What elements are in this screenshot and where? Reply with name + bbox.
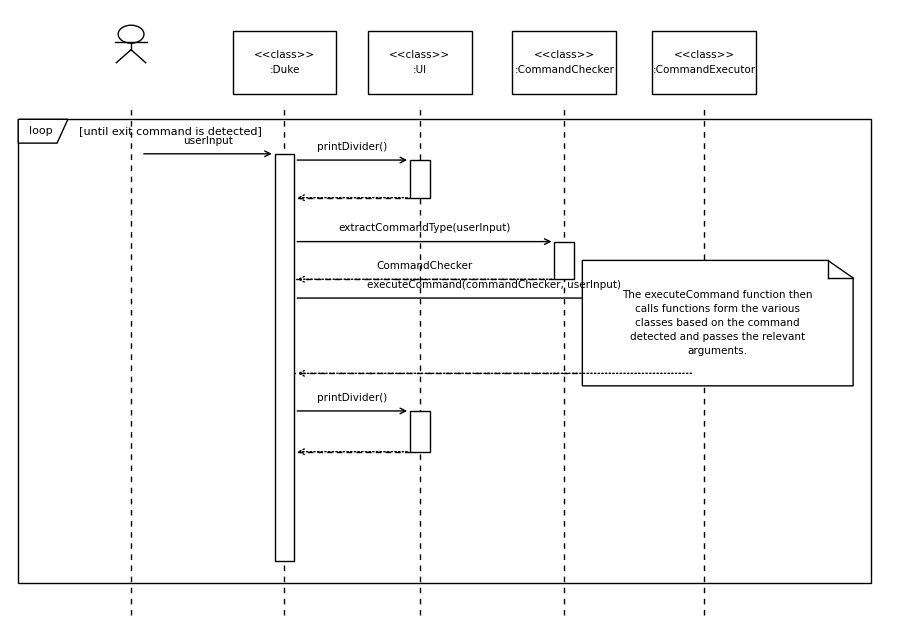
Bar <box>410 411 430 452</box>
Polygon shape <box>18 119 68 143</box>
Bar <box>554 241 574 279</box>
Text: <<class>>
:CommandChecker: <<class>> :CommandChecker <box>514 51 614 76</box>
Text: loop: loop <box>29 126 52 136</box>
Text: extractCommandType(userInput): extractCommandType(userInput) <box>338 223 510 234</box>
Text: <<class>>
:UI: <<class>> :UI <box>390 51 450 76</box>
Bar <box>274 154 295 561</box>
Bar <box>512 31 616 94</box>
Text: executeCommand(commandChecker, userInput): executeCommand(commandChecker, userInput… <box>367 280 622 290</box>
Text: printDivider(): printDivider() <box>317 142 388 152</box>
Text: CommandChecker: CommandChecker <box>377 261 472 271</box>
Bar <box>410 160 430 198</box>
Text: userInput: userInput <box>183 136 233 146</box>
Bar <box>652 31 756 94</box>
Text: <<class>>
:CommandExecutor: <<class>> :CommandExecutor <box>653 51 756 76</box>
Text: <<class>>
:Duke: <<class>> :Duke <box>254 51 315 76</box>
Text: The executeCommand function then
calls functions form the various
classes based : The executeCommand function then calls f… <box>623 290 813 356</box>
Bar <box>368 31 472 94</box>
Bar <box>694 298 714 373</box>
Bar <box>233 31 336 94</box>
Text: [until exit command is detected]: [until exit command is detected] <box>78 126 262 136</box>
Polygon shape <box>582 260 853 386</box>
Text: printDivider(): printDivider() <box>317 393 388 403</box>
Bar <box>18 119 871 584</box>
